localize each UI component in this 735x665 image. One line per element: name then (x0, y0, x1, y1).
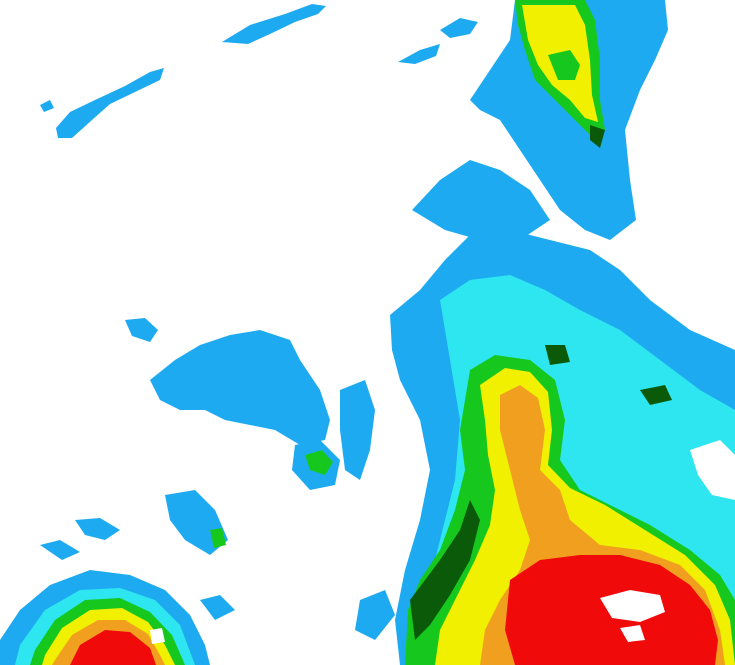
scattered-showers (40, 318, 395, 640)
echo-gap (600, 590, 665, 622)
echo (40, 540, 80, 560)
echo (56, 68, 164, 138)
echo (222, 4, 326, 44)
echo (412, 160, 550, 240)
echo (548, 50, 580, 80)
echo (70, 630, 156, 665)
echo (470, 0, 668, 240)
light-echo-streaks (40, 4, 478, 138)
echo (305, 450, 333, 475)
southwest-storm (0, 570, 210, 665)
echo (75, 518, 120, 540)
echo-gap (690, 440, 735, 500)
echo (340, 380, 375, 480)
echo (355, 590, 395, 640)
echo (398, 44, 440, 64)
echo (440, 18, 478, 38)
echo-gap (620, 625, 645, 642)
echo (40, 100, 54, 112)
northern-band (412, 0, 668, 240)
echo (210, 528, 226, 548)
echo-gap (150, 628, 165, 644)
echo (125, 318, 158, 342)
eastern-complex (390, 230, 735, 665)
echo (590, 125, 605, 148)
echo (150, 330, 330, 445)
echo (640, 385, 672, 405)
echo (545, 345, 570, 365)
echo (410, 500, 480, 640)
echo (200, 595, 235, 620)
